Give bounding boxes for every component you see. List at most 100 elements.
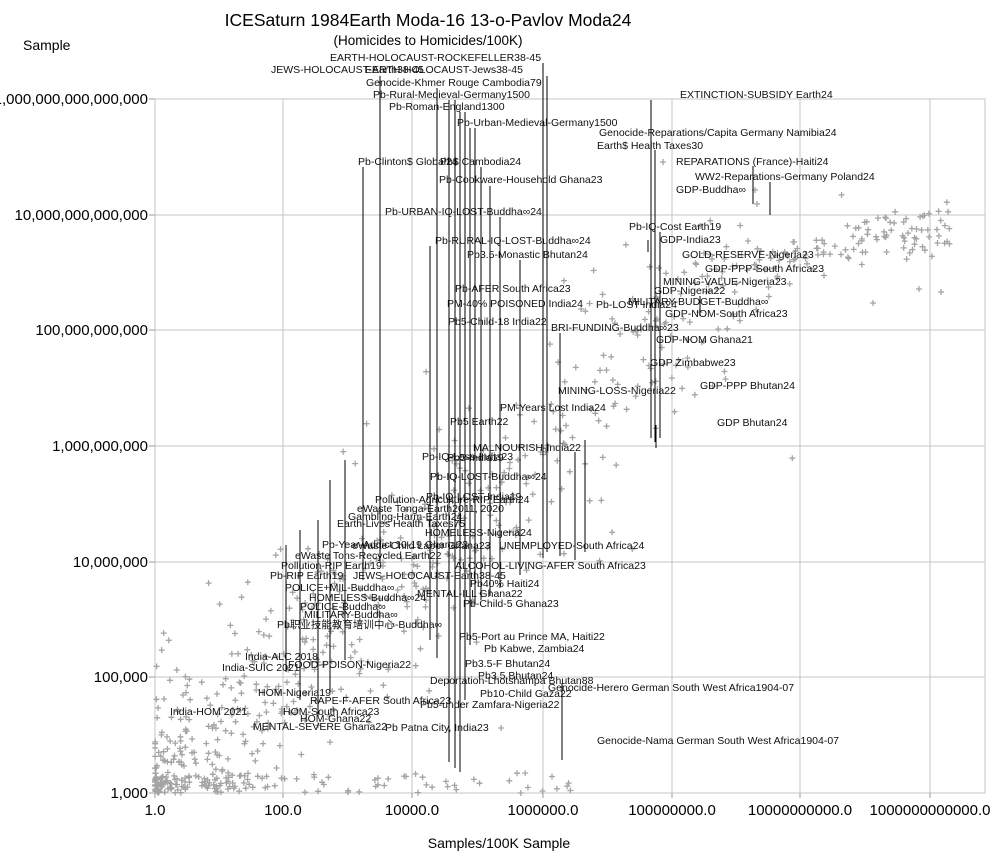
annotation-label: India-ALC 2018 xyxy=(245,651,318,663)
annotation-label: HOM-Ghana22 xyxy=(300,713,372,725)
annotation-label: Pb-LOST India24 xyxy=(596,299,677,311)
chart-title: ICESaturn 1984Earth Moda-16 13-o-Pavlov … xyxy=(224,10,632,30)
annotation-label: Pb3.5-F Bhutan24 xyxy=(465,658,551,670)
annotation-label: RAPE-F-AFER South Africa23 xyxy=(310,695,452,707)
annotation-label: GDP-PPP Bhutan24 xyxy=(700,380,795,392)
x-tick-label: 100000000.0 xyxy=(628,802,716,819)
annotation-label: Pb职业技能教育培训中心-Buddha∞ xyxy=(277,619,443,631)
annotation-label: Pb5 Earth22 xyxy=(450,416,509,428)
x-axis-title: Samples/100K Sample xyxy=(427,835,571,851)
annotation-label: Genocide-Herero German South West Africa… xyxy=(548,682,795,694)
annotation-label: Pb-RIP Earth19 xyxy=(270,570,344,582)
annotation-label: JEWS-HOLOCAUST-Earth38-45 xyxy=(353,570,506,582)
x-tick-label: 100.0 xyxy=(264,802,302,819)
annotation-label: Pb10-Child Gaza22 xyxy=(480,688,572,700)
annotation-label: Pb-Rural-Medieval-Germany1500 xyxy=(373,89,530,101)
y-tick-label: 1,000 xyxy=(110,785,148,802)
annotation-label: Pb3.5-Monastic Bhutan24 xyxy=(467,249,588,261)
annotation-label: GDP Zimbabwe23 xyxy=(650,357,736,369)
annotation-label: POLICE+MIL-Buddha∞ xyxy=(285,582,395,594)
annotation-label: Pb-AFER South Africa23 xyxy=(455,283,571,295)
x-tick-label: 10000000000.0 xyxy=(747,802,853,819)
annotation-label: Genocide-Khmer Rouge Cambodia79 xyxy=(366,77,542,89)
annotation-label: Pollution-Agriculture-RIP Earth24 xyxy=(375,494,530,506)
annotation-label: Earth$ Health Taxes30 xyxy=(597,140,704,152)
annotation-label: Pb-IQ-Cost Earth19 xyxy=(629,221,722,233)
annotation-label: GDP-NOM Ghana21 xyxy=(656,334,753,346)
annotation-label: POLICE-Buddha∞ xyxy=(300,601,386,613)
annotation-label: MALNOURISH-India22 xyxy=(473,442,581,454)
annotation-label: Gambling-Harm-Earth24 xyxy=(348,511,463,523)
annotation-label: MENTAL-ILL Ghana22 xyxy=(417,588,523,600)
chart-subtitle: (Homicides to Homicides/100K) xyxy=(333,33,523,48)
annotation-label: MILITARY-BUDGET-Buddha∞ xyxy=(628,296,769,308)
annotation-label: Pb-Year-Addict 10-19 Ghana23 xyxy=(322,539,469,551)
annotation-label: Pb Kabwe, Zambia24 xyxy=(484,643,585,655)
annotation-label: GDP Bhutan24 xyxy=(717,417,788,429)
annotation-label: Pb-IQ-LOST-Buddha∞24 xyxy=(430,471,547,483)
annotation-label: MENTAL-SEVERE Ghana22 xyxy=(253,721,388,733)
x-tick-label: 1.0 xyxy=(144,802,166,819)
x-tick-label: 1000000.0 xyxy=(507,802,579,819)
annotation-label: BRI-FUNDING-Buddha∞23 xyxy=(551,322,679,334)
annotation-label: HOM-Nigeria19 xyxy=(258,687,331,699)
annotation-label: HOM-South Africa23 xyxy=(283,706,380,718)
annotation-label: Pb-URBAN-IQ-LOST-Buddha∞24 xyxy=(385,206,542,218)
annotation-label: Pb3.5 Bhutan24 xyxy=(478,670,554,682)
annotation-label: HOMELESS-Nigeria24 xyxy=(425,527,532,539)
annotation-label: EARTH-HOLOCAUST-ROCKEFELLER38-45 xyxy=(330,52,542,64)
annotation-label: PM-Years Lost India24 xyxy=(500,402,606,414)
annotation-label: MINING-LOSS-Nigeria22 xyxy=(558,385,676,397)
annotation-label: GDP-Nigeria22 xyxy=(654,285,726,297)
annotation-label: EARTH-HOLOCAUST-Jews38-45 xyxy=(365,64,523,76)
annotation-label: Pb-Clinton$ Global24 xyxy=(358,156,458,168)
annotation-label: HOMELESS-Buddha∞24 xyxy=(309,592,427,604)
y-tick-label: 1,000,000,000 xyxy=(52,438,148,455)
annotation-label: GDP-PPP-South Africa23 xyxy=(705,263,825,275)
y-tick-label: 100,000,000,000 xyxy=(35,322,148,339)
annotation-label: Pb-IQ-Loss-India23 xyxy=(422,451,514,463)
annotation-label: Genocide-Nama German South West Africa19… xyxy=(597,735,840,747)
annotation-label: Pb-Child-5 Ghana23 xyxy=(463,598,559,610)
annotation-label: Pb5-Port au Prince MA, Haiti22 xyxy=(459,631,605,643)
annotation-label: eWaste-Child Labor Ghana23 xyxy=(352,540,491,552)
annotation-label: JEWS-HOLOCAUST-Earth38-45 xyxy=(271,64,424,76)
annotation-label: Deportation-Lhotshampa Bhutan88 xyxy=(430,675,594,687)
annotation-label: eWaste Tons-Recycled Earth22 xyxy=(295,550,442,562)
annotation-label: India-SUIC 2021 xyxy=(222,662,300,674)
annotation-label: Pb-Roman-England1300 xyxy=(389,101,505,113)
y-axis-title: Sample xyxy=(23,37,71,53)
annotation-label: GDP-NOM-South Africa23 xyxy=(665,308,788,320)
scatter-points xyxy=(152,159,953,796)
annotation-label: Pollution-RIP Earth19 xyxy=(281,560,382,572)
y-tick-label: 1,000,000,000,000,000 xyxy=(0,91,148,108)
annotation-label: Pb5-India19 xyxy=(447,452,504,464)
y-tick-label: 100,000 xyxy=(93,669,148,686)
annotation-label: Pb40% Haiti24 xyxy=(470,578,540,590)
annotation-label: Pb-RURAL-IQ-LOST-Buddha∞24 xyxy=(435,235,591,247)
annotation-label: PM-40% POISONED India24 xyxy=(447,298,583,310)
annotation-label: GDP-India23 xyxy=(660,234,721,246)
annotation-label: Pb-Cookware-Household Ghana23 xyxy=(439,174,603,186)
annotation-label: WW2-Reparations-Germany Poland24 xyxy=(695,171,875,183)
x-tick-label: 10000.0 xyxy=(384,802,440,819)
annotation-label: ALCOHOL-LIVING-AFER South Africa23 xyxy=(455,560,646,572)
annotation-label: Pb Patna City, India23 xyxy=(385,722,489,734)
annotation-label: MINING-VALUE-Nigeria23 xyxy=(663,276,787,288)
tick-marks xyxy=(149,98,931,798)
annotation-label: Pb-IQ-LOST India19 xyxy=(426,491,522,503)
annotation-label: Pb-Urban-Medieval-Germany1500 xyxy=(457,117,618,129)
y-tick-label: 10,000,000,000,000 xyxy=(14,207,148,224)
annotation-label: Pb5-Child-18 India22 xyxy=(448,316,547,328)
annotation-label: GOLD-RESERVE-Nigeria23 xyxy=(682,249,814,261)
leader-lines xyxy=(285,63,771,772)
annotation-label: MILITARY-Buddha∞ xyxy=(304,609,398,621)
annotation-label: Pb$ Cambodia24 xyxy=(440,156,522,168)
annotation-label: Earth-Lives Health Taxes75 xyxy=(337,518,466,530)
annotation-label: Genocide-Reparations/Capita Germany Nami… xyxy=(599,127,837,139)
annotation-label: UNEMPLOYED-South Africa24 xyxy=(499,540,645,552)
y-tick-label: 10,000,000 xyxy=(72,554,148,571)
annotation-label: GDP-Buddha∞ xyxy=(676,184,746,196)
